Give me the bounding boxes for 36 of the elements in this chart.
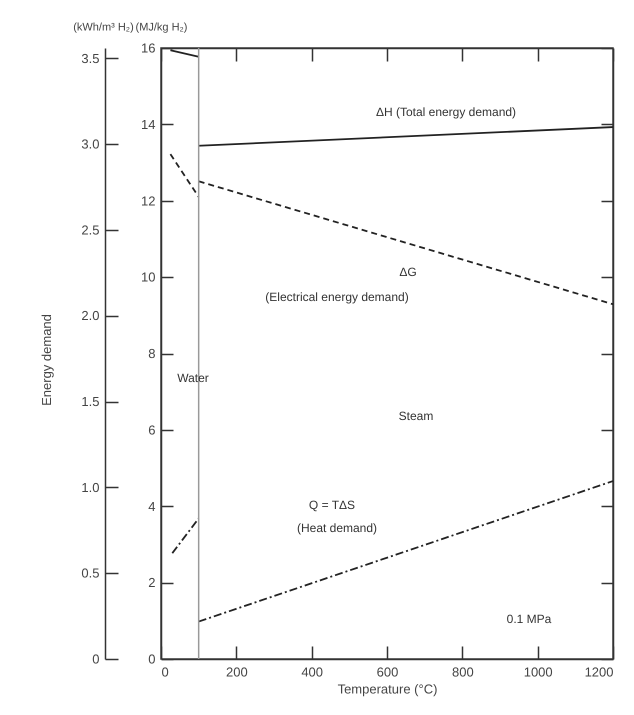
annotation: 0.1 MPa [506, 612, 552, 626]
y2-tick-label: 1.5 [81, 394, 100, 410]
y-tick-label: 14 [141, 116, 156, 132]
y2-tick-label: 3.0 [81, 136, 100, 152]
y2-tick-label: 1.0 [81, 480, 100, 495]
y-axis-title: (MJ/kg H₂) [136, 22, 188, 34]
x-tick-label: 0 [162, 664, 169, 680]
y-tick-label: 6 [148, 422, 156, 438]
y-tick-label: 4 [148, 498, 156, 514]
y-tick-label: 10 [141, 270, 156, 285]
text: Energy demand [39, 314, 54, 406]
annotation: ΔH (Total energy demand) [376, 105, 516, 119]
y2-tick-label: 0 [92, 652, 100, 666]
annotation: ΔG [399, 265, 417, 279]
x-axis-title: Temperature (°C) [338, 682, 438, 696]
x-tick-label: 600 [376, 664, 398, 680]
x-tick-label: 200 [226, 664, 248, 680]
y-tick-label: 0 [148, 652, 156, 666]
y2-tick-label: 2.5 [81, 222, 100, 238]
y-tick-label: 2 [148, 575, 156, 590]
annotation: Q = TΔS [308, 498, 356, 512]
y-tick-label: 16 [141, 40, 156, 56]
annotation: Steam [398, 409, 434, 423]
annotation: Water [177, 371, 209, 385]
x-tick-label: 1200 [584, 664, 614, 680]
y-tick-label: 12 [141, 193, 156, 208]
y-tick-label: 8 [148, 346, 156, 361]
annotation: (Heat demand) [296, 521, 378, 535]
x-tick-label: 1000 [524, 664, 553, 680]
y2-tick-label: 0.5 [81, 566, 100, 581]
y2-axis-title: (kWh/m³ H₂) [73, 22, 134, 34]
y2-tick-label: 2.0 [81, 308, 100, 324]
y2-tick-label: 3.5 [81, 50, 100, 66]
annotation: (Electrical energy demand) [265, 290, 409, 304]
x-tick-label: 800 [452, 664, 474, 680]
x-tick-label: 400 [301, 664, 324, 680]
